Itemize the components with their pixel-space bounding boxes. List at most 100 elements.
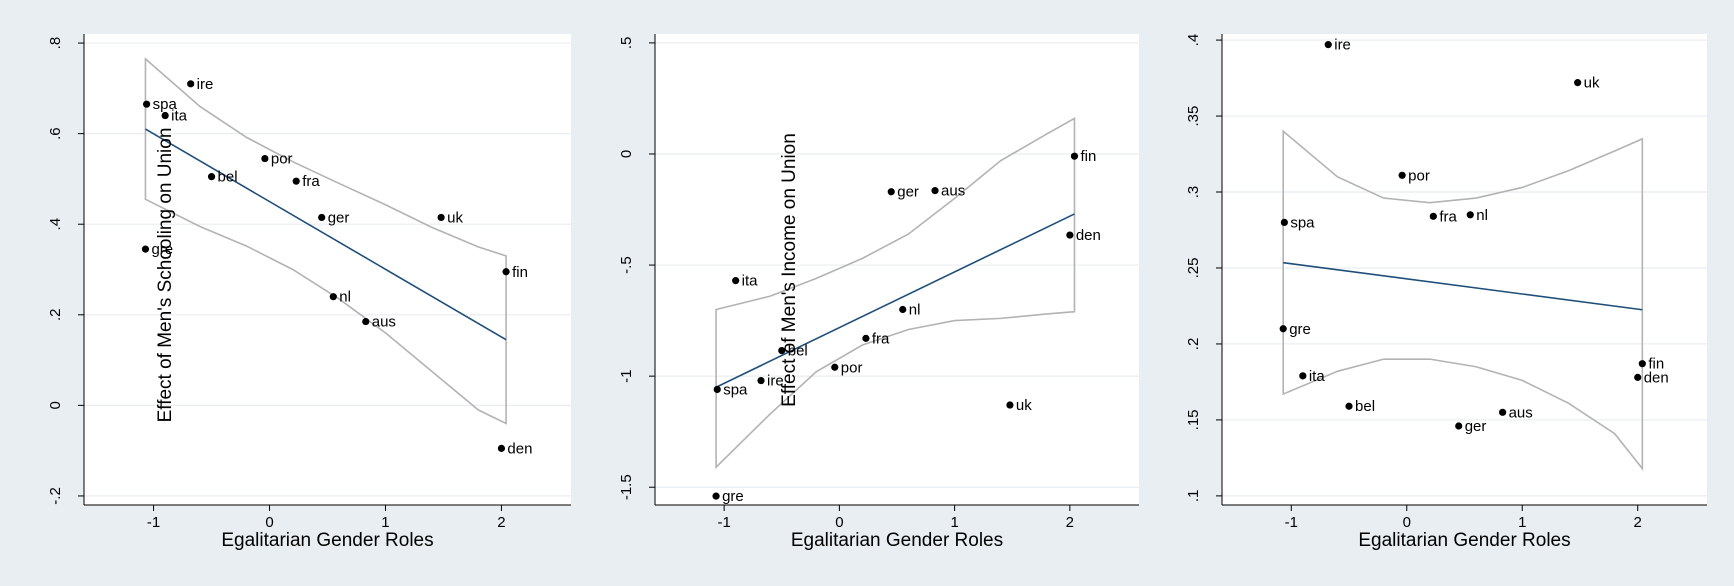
point-label: den (507, 440, 532, 457)
data-point (1455, 422, 1463, 430)
y-tick-label: .35 (1185, 106, 1202, 127)
fit-line (1283, 261, 1643, 311)
x-tick-label: 0 (835, 514, 843, 531)
y-axis-title: Effect of Men's Income on Union (779, 133, 800, 407)
y-tick-label: 0 (47, 401, 64, 409)
data-point (1398, 171, 1406, 179)
data-point (713, 385, 721, 394)
data-point (887, 188, 895, 196)
y-tick-label: .8 (47, 37, 64, 50)
data-point (1280, 218, 1288, 226)
point-label: nl (1476, 207, 1488, 224)
y-tick-label: .15 (1185, 409, 1202, 430)
data-point (1006, 401, 1014, 409)
y-tick-label: -1 (618, 369, 635, 382)
data-point (1466, 211, 1474, 219)
point-label: fra (1439, 208, 1457, 225)
point-label: ire (1334, 37, 1351, 54)
y-tick-label: .3 (1185, 186, 1202, 199)
data-point (1345, 402, 1353, 410)
point-label: bel (788, 343, 808, 360)
point-label: por (271, 151, 293, 168)
point-label: spa (1290, 214, 1315, 231)
point-label: ger (328, 209, 350, 226)
data-point (1324, 41, 1332, 49)
data-point (292, 177, 300, 185)
y-tick-label: .4 (47, 218, 64, 231)
point-label: uk (447, 209, 463, 226)
x-axis-title: Egalitarian Gender Roles (791, 530, 1003, 551)
data-point (329, 293, 337, 301)
point-label: uk (1016, 397, 1032, 414)
point-label: fin (1080, 148, 1096, 165)
data-point (1634, 373, 1642, 381)
data-point (1574, 79, 1582, 87)
point-label: fra (302, 173, 320, 190)
point-label: ita (1309, 368, 1326, 385)
point-label: uk (1584, 75, 1600, 92)
point-label: aus (1509, 404, 1533, 421)
point-label: ger (1465, 418, 1487, 435)
data-point (161, 111, 169, 120)
point-label: por (841, 359, 863, 376)
point-label: spa (723, 381, 748, 398)
x-tick-label: -1 (717, 514, 730, 531)
data-point (831, 363, 839, 371)
y-tick-label: .5 (618, 37, 635, 50)
point-label: bel (218, 169, 238, 186)
plot-area (1222, 34, 1707, 505)
point-label: gre (1289, 321, 1311, 338)
data-point (757, 376, 765, 385)
y-axis-title: Effect of Men's Schooling on Union (155, 128, 176, 423)
y-tick-label: -1.5 (618, 474, 635, 500)
point-label: aus (372, 314, 396, 331)
point-label: ita (171, 108, 188, 125)
point-label: gre (151, 241, 173, 258)
point-label: fin (512, 264, 528, 281)
point-label: fin (1648, 356, 1664, 373)
data-point (141, 245, 150, 253)
data-point (261, 154, 269, 163)
confidence-band (715, 117, 1076, 470)
data-point (899, 305, 907, 314)
x-tick-label: 0 (1403, 514, 1411, 531)
point-label: ger (897, 184, 919, 201)
y-tick-label: .6 (47, 127, 64, 140)
data-point (862, 334, 870, 342)
data-point (1279, 325, 1287, 333)
data-point (1638, 360, 1646, 368)
data-point (497, 444, 506, 452)
x-tick-label: -1 (1285, 514, 1298, 531)
confidence-band (144, 57, 507, 425)
point-label: ita (742, 273, 759, 290)
confidence-band (1282, 129, 1644, 471)
point-label: nl (909, 301, 921, 318)
y-tick-label: -.5 (618, 256, 635, 274)
point-label: bel (1355, 398, 1375, 415)
x-axis-title: Egalitarian Gender Roles (1358, 530, 1570, 551)
point-label: den (1644, 369, 1669, 386)
x-tick-label: 1 (381, 514, 389, 531)
data-point (732, 277, 740, 285)
panel-1: -.2 0 .2 .4 .6 .8 -1 0 1 2 Egalitarian Gender Role… (47, 34, 571, 551)
x-tick-label: -1 (147, 514, 160, 531)
panel-2: -1.5 -1 -.5 0 .5 -1 0 1 2 Egalitarian Gender Role… (618, 34, 1139, 551)
point-label: gre (722, 488, 744, 505)
point-label: ire (767, 373, 784, 390)
x-tick-label: 0 (265, 514, 273, 531)
y-tick-label: -.2 (47, 487, 64, 505)
x-tick-label: 1 (950, 514, 958, 531)
y-tick-label: .25 (1185, 258, 1202, 279)
data-point (362, 317, 370, 326)
data-point (1066, 231, 1074, 239)
data-point (143, 100, 151, 108)
y-tick-label: .1 (1185, 490, 1202, 503)
x-tick-label: 2 (1634, 514, 1642, 531)
point-label: fra (872, 330, 890, 347)
data-point (778, 346, 786, 355)
data-point (712, 492, 720, 500)
y-tick-label: .2 (1185, 338, 1202, 351)
x-axis-title: Egalitarian Gender Roles (221, 530, 433, 551)
